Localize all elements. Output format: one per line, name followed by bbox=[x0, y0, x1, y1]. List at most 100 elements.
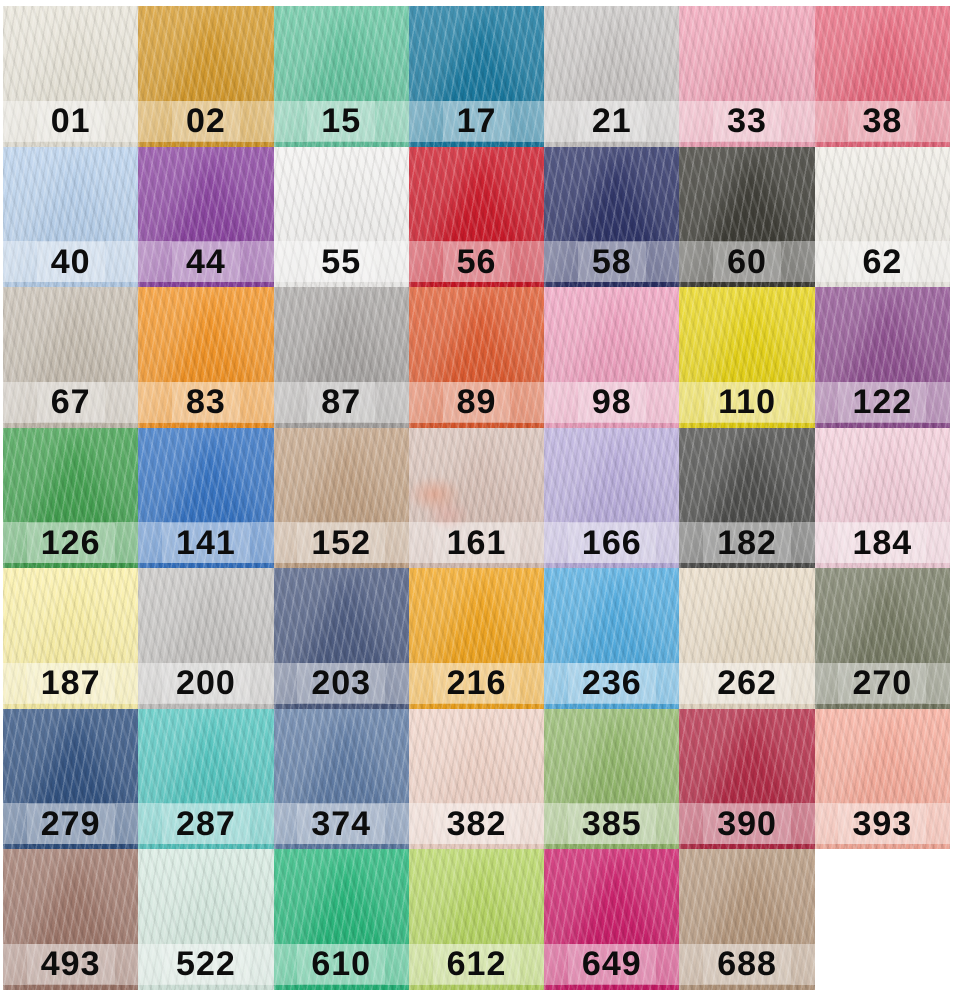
code-band: 216 bbox=[408, 662, 545, 704]
swatch-code-label: 56 bbox=[442, 241, 511, 282]
code-band: 58 bbox=[544, 241, 680, 283]
yarn-swatch-126: 126 bbox=[3, 427, 139, 569]
yarn-swatch-33: 33 bbox=[679, 6, 815, 147]
yarn-swatch-236: 236 bbox=[544, 568, 680, 709]
yarn-swatch-279: 279 bbox=[3, 708, 139, 850]
swatch-code-label: 152 bbox=[297, 522, 386, 563]
swatch-code-label: 38 bbox=[848, 101, 917, 142]
yarn-swatch-522: 522 bbox=[138, 849, 274, 990]
code-band: 612 bbox=[408, 943, 545, 985]
code-band: 522 bbox=[138, 943, 274, 985]
swatch-code-label: 166 bbox=[567, 522, 656, 563]
code-band: 38 bbox=[814, 100, 950, 142]
swatch-code-label: 33 bbox=[713, 101, 781, 142]
swatch-code-label: 279 bbox=[26, 803, 115, 844]
yarn-swatch-393: 393 bbox=[814, 708, 950, 850]
code-band: 60 bbox=[679, 241, 815, 283]
yarn-swatch-182: 182 bbox=[679, 427, 815, 569]
code-band: 89 bbox=[408, 381, 545, 423]
code-band: 374 bbox=[273, 803, 409, 845]
swatch-code-label: 62 bbox=[848, 241, 917, 282]
yarn-swatch-382: 382 bbox=[408, 708, 545, 850]
yarn-swatch-161: 161 bbox=[408, 427, 545, 569]
swatch-code-label: 610 bbox=[297, 944, 386, 985]
swatch-code-label: 58 bbox=[577, 241, 646, 282]
code-band: 279 bbox=[3, 803, 139, 845]
code-band: 688 bbox=[679, 943, 815, 985]
yarn-swatch-612: 612 bbox=[408, 849, 545, 990]
code-band: 493 bbox=[3, 943, 139, 985]
yarn-swatch-15: 15 bbox=[273, 6, 409, 147]
swatch-code-label: 688 bbox=[703, 944, 791, 985]
code-band: 141 bbox=[138, 522, 274, 564]
code-band: 610 bbox=[273, 943, 409, 985]
empty-cell bbox=[814, 849, 950, 990]
code-band: 122 bbox=[814, 381, 950, 423]
yarn-swatch-89: 89 bbox=[408, 287, 545, 428]
swatch-code-label: 187 bbox=[26, 663, 115, 704]
code-band: 56 bbox=[408, 241, 545, 283]
swatch-code-label: 236 bbox=[567, 663, 656, 704]
code-band: 393 bbox=[814, 803, 950, 845]
code-band: 390 bbox=[679, 803, 815, 845]
yarn-swatch-385: 385 bbox=[544, 708, 680, 850]
code-band: 270 bbox=[814, 662, 950, 704]
yarn-swatch-216: 216 bbox=[408, 568, 545, 709]
yarn-swatch-56: 56 bbox=[408, 146, 545, 288]
code-band: 161 bbox=[408, 522, 545, 564]
yarn-swatch-40: 40 bbox=[3, 146, 139, 288]
swatch-code-label: 382 bbox=[432, 803, 521, 844]
swatch-code-label: 02 bbox=[172, 101, 240, 142]
code-band: 287 bbox=[138, 803, 274, 845]
swatch-code-label: 161 bbox=[432, 522, 521, 563]
yarn-swatch-62: 62 bbox=[814, 146, 950, 288]
yarn-swatch-55: 55 bbox=[273, 146, 409, 288]
swatch-code-label: 390 bbox=[703, 803, 791, 844]
code-band: 02 bbox=[138, 100, 274, 142]
yarn-swatch-67: 67 bbox=[3, 287, 139, 428]
yarn-swatch-262: 262 bbox=[679, 568, 815, 709]
yarn-swatch-83: 83 bbox=[138, 287, 274, 428]
code-band: 55 bbox=[273, 241, 409, 283]
yarn-swatch-17: 17 bbox=[408, 6, 545, 147]
yarn-swatch-649: 649 bbox=[544, 849, 680, 990]
yarn-swatch-166: 166 bbox=[544, 427, 680, 569]
swatch-code-label: 522 bbox=[162, 944, 250, 985]
code-band: 33 bbox=[679, 100, 815, 142]
code-band: 21 bbox=[544, 100, 680, 142]
code-band: 83 bbox=[138, 381, 274, 423]
yarn-swatch-60: 60 bbox=[679, 146, 815, 288]
yarn-swatch-610: 610 bbox=[273, 849, 409, 990]
yarn-swatch-374: 374 bbox=[273, 708, 409, 850]
swatch-code-label: 216 bbox=[432, 663, 521, 704]
code-band: 182 bbox=[679, 522, 815, 564]
swatch-code-label: 01 bbox=[36, 101, 105, 142]
code-band: 203 bbox=[273, 662, 409, 704]
swatch-code-label: 60 bbox=[713, 241, 781, 282]
yarn-swatch-152: 152 bbox=[273, 427, 409, 569]
yarn-swatch-02: 02 bbox=[138, 6, 274, 147]
swatch-code-label: 393 bbox=[838, 803, 927, 844]
swatch-code-label: 612 bbox=[432, 944, 521, 985]
code-band: 262 bbox=[679, 662, 815, 704]
swatch-code-label: 21 bbox=[577, 101, 646, 142]
swatch-code-label: 374 bbox=[297, 803, 386, 844]
swatch-code-label: 385 bbox=[567, 803, 656, 844]
swatch-code-label: 44 bbox=[172, 241, 240, 282]
yarn-swatch-203: 203 bbox=[273, 568, 409, 709]
code-band: 152 bbox=[273, 522, 409, 564]
swatch-code-label: 182 bbox=[703, 522, 791, 563]
swatch-code-label: 141 bbox=[162, 522, 250, 563]
swatch-code-label: 17 bbox=[442, 101, 511, 142]
swatch-code-label: 122 bbox=[838, 382, 927, 423]
yarn-swatch-21: 21 bbox=[544, 6, 680, 147]
code-band: 17 bbox=[408, 100, 545, 142]
swatch-code-label: 184 bbox=[838, 522, 927, 563]
yarn-swatch-287: 287 bbox=[138, 708, 274, 850]
yarn-swatch-187: 187 bbox=[3, 568, 139, 709]
yarn-swatch-688: 688 bbox=[679, 849, 815, 990]
yarn-swatch-493: 493 bbox=[3, 849, 139, 990]
swatch-code-label: 649 bbox=[567, 944, 656, 985]
yarn-swatch-58: 58 bbox=[544, 146, 680, 288]
code-band: 382 bbox=[408, 803, 545, 845]
